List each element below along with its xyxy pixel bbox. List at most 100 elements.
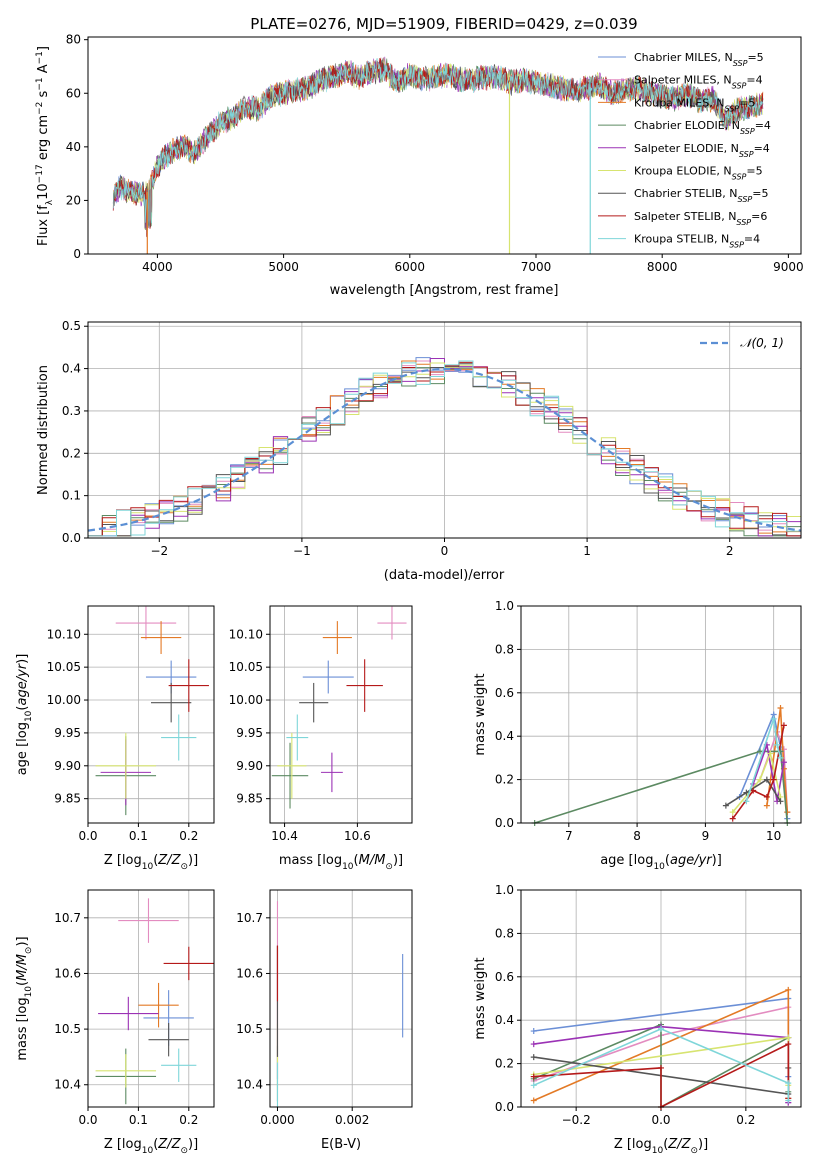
weight-marker	[777, 754, 784, 761]
normal-curve	[87, 367, 802, 532]
weight-marker	[530, 1028, 537, 1035]
spectrum-lines	[112, 56, 764, 254]
weight-marker	[780, 722, 787, 729]
panel-spectrum: 4000 5000 6000 7000 8000 9000 0 20 40 60 80 wavelen…	[35, 33, 804, 298]
x-axis-label: mass [log10(M/M⊙)]	[279, 853, 403, 872]
y-tick-label: 1.0	[495, 883, 514, 897]
y-axis-label: mass weight	[473, 957, 488, 1039]
y-tick-label: 0.4	[62, 362, 81, 376]
weight-marker	[767, 750, 774, 757]
weight-marker	[785, 1041, 792, 1048]
weight-marker	[530, 1041, 537, 1048]
weight-marker	[780, 746, 787, 753]
histogram-8	[88, 360, 801, 537]
y-tick-label: 0.3	[62, 404, 81, 418]
legend-label: Chabrier STELIB, NSSP=5	[634, 187, 768, 204]
x-tick-label: 6000	[395, 260, 426, 274]
weight-series-8	[745, 718, 782, 802]
x-tick-label: 0	[441, 544, 449, 558]
y-tick-label: 10.05	[47, 660, 81, 674]
legend-label: Chabrier MILES, NSSP=5	[634, 51, 764, 68]
weight-marker	[777, 704, 784, 711]
plot-frame	[520, 605, 802, 824]
x-tick-label: 0.1	[129, 829, 148, 843]
y-axis-label: Flux [fλ10−17 erg cm−2 s−1 A−1]	[35, 46, 55, 246]
y-tick-label: 0.2	[495, 1057, 514, 1071]
panel-weight_vs_age: 7 8 9 10 0.0 0.2 0.4 0.6 0.8 1.0 age [log10(age/yr…	[473, 599, 802, 872]
panel-age_vs_Z: 0.0 0.1 0.2 9.85 9.90 9.95 10.00 10.05 10.10 Z [l…	[15, 605, 215, 872]
y-tick-label: 0.5	[62, 319, 81, 333]
x-tick-label: 0.0	[78, 829, 97, 843]
weight-marker	[770, 776, 777, 783]
x-axis-label: (data-model)/error	[384, 568, 505, 583]
y-tick-label: 10.10	[229, 627, 263, 641]
weight-marker	[785, 1097, 792, 1104]
weight-marker	[763, 776, 770, 783]
weight-series-3	[534, 750, 789, 824]
y-tick-label: 1.0	[495, 599, 514, 613]
x-tick-label: 10	[766, 829, 781, 843]
histogram-4	[88, 358, 801, 537]
plot-frame	[269, 605, 413, 824]
weight-marker	[743, 789, 750, 796]
y-tick-label: 9.95	[54, 726, 81, 740]
panel-mass_vs_Z: 0.0 0.1 0.2 10.4 10.5 10.6 10.7 Z [log10(Z/Z⊙)]…	[15, 889, 215, 1156]
y-tick-label: 9.90	[236, 759, 263, 773]
plot-frame	[87, 36, 802, 255]
x-tick-label: 10.6	[344, 829, 371, 843]
y-tick-label: 0.4	[495, 1013, 514, 1027]
x-tick-label: 0.2	[736, 1113, 755, 1127]
weight-series-5	[732, 750, 782, 813]
y-tick-label: 10.5	[54, 1022, 81, 1036]
y-tick-label: 0	[73, 247, 81, 261]
y-tick-label: 9.85	[54, 792, 81, 806]
legend-label: Salpeter MILES, NSSP=4	[634, 74, 763, 91]
weight-marker	[729, 809, 736, 816]
weight-marker	[750, 787, 757, 794]
y-tick-label: 60	[66, 86, 81, 100]
panel-residuals: −2 −1 0 1 2 0.0 0.1 0.2 0.3 0.4 0.5 (data-model)/er…	[36, 319, 802, 583]
legend-label: Kroupa MILES, NSSP=5	[634, 96, 755, 113]
weight-marker	[658, 1064, 664, 1071]
y-tick-label: 0.2	[62, 446, 81, 460]
y-tick-label: 0.8	[495, 926, 514, 940]
x-tick-label: 7	[565, 829, 573, 843]
weight-marker	[757, 748, 764, 755]
x-tick-label: 0.0	[651, 1113, 670, 1127]
y-tick-label: 9.85	[236, 792, 263, 806]
y-tick-label: 0.1	[62, 489, 81, 503]
y-tick-label: 0.2	[495, 773, 514, 787]
panel-mass_vs_ebv: 0.000 0.002 10.4 10.5 10.6 10.7 E(B-V)	[236, 889, 413, 1152]
y-tick-label: 0.0	[495, 1100, 514, 1114]
y-axis-label: Normed distribution	[36, 365, 51, 495]
weight-marker	[729, 815, 736, 822]
x-axis-label: age [log10(age/yr)]	[600, 853, 722, 872]
weight-series-8	[533, 1028, 790, 1101]
weight-marker	[785, 986, 792, 993]
legend-label: Salpeter ELODIE, NSSP=4	[634, 142, 770, 159]
x-tick-label: 0.2	[179, 829, 198, 843]
x-tick-label: 7000	[521, 260, 552, 274]
panel-weight_vs_Z: −0.2 0.0 0.2 0.0 0.2 0.4 0.6 0.8 1.0 Z [log10(Z/Z…	[473, 883, 802, 1156]
y-tick-label: 9.95	[236, 726, 263, 740]
weight-marker	[530, 1082, 537, 1089]
weight-marker	[770, 715, 777, 722]
x-tick-label: 9	[702, 829, 710, 843]
plot-frame	[269, 889, 413, 1108]
weight-marker	[757, 776, 764, 783]
y-tick-label: 10.7	[54, 911, 81, 925]
x-tick-label: 4000	[142, 260, 173, 274]
x-tick-label: 5000	[268, 260, 299, 274]
x-axis-label: Z [log10(Z/Z⊙)]	[104, 1137, 198, 1156]
plot-frame	[87, 605, 215, 824]
y-tick-label: 10.7	[236, 911, 263, 925]
plot-frame	[520, 889, 802, 1108]
figure-title: PLATE=0276, MJD=51909, FIBERID=0429, z=0…	[250, 15, 637, 33]
y-tick-label: 10.6	[236, 966, 263, 980]
x-tick-label: 10.4	[271, 829, 298, 843]
weight-marker	[784, 809, 791, 816]
weight-series-6	[725, 778, 782, 807]
legend-label: Kroupa ELODIE, NSSP=5	[634, 165, 763, 182]
weight-series-4	[752, 741, 785, 802]
